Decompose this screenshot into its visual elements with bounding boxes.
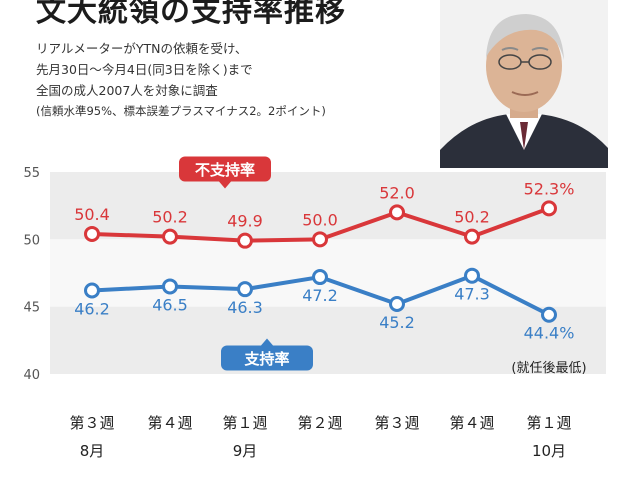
grid-band [50, 172, 606, 240]
approval-point [464, 267, 480, 284]
disapproval-point [464, 228, 480, 245]
x-tick-label: 第４週 [147, 414, 192, 432]
x-tick-label: 第２週 [297, 414, 342, 432]
disapproval-data-label: 49.9 [227, 212, 263, 231]
approval-data-label: 46.3 [227, 298, 263, 317]
x-tick-label: 第３週 [69, 414, 114, 432]
disapproval-legend-label: 不支持率 [195, 161, 255, 179]
approval-data-label: 46.2 [74, 300, 110, 319]
approval-point [312, 269, 328, 286]
approval-point [541, 306, 557, 323]
survey-notes: リアルメーターがYTNの依頼を受け、 先月30日～今月4日(同3日を除く)まで … [36, 38, 326, 122]
disapproval-data-label: 50.2 [454, 208, 490, 227]
disapproval-legend-tag [179, 156, 271, 182]
survey-note-3: 全国の成人2007人を対象に調査 [36, 83, 218, 98]
y-tick-label: 40 [23, 368, 40, 383]
disapproval-point [84, 225, 100, 242]
x-tick-label: 第１週 [222, 414, 267, 432]
chart-title: 文大統領の支持率推移 [36, 0, 346, 29]
disapproval-point [389, 204, 405, 221]
disapproval-data-label: 50.4 [74, 205, 110, 224]
survey-note-2: 先月30日～今月4日(同3日を除く)まで [36, 62, 253, 77]
month-label: 9月 [233, 442, 258, 460]
approval-legend-tag [221, 345, 313, 371]
approval-data-label: 46.5 [152, 295, 188, 314]
survey-note-4: (信頼水準95%、標本誤差プラスマイナス2。2ポイント) [36, 104, 326, 118]
record-low-annotation: (就任後最低) [511, 361, 586, 376]
approval-point [389, 295, 405, 312]
grid-band [50, 306, 606, 374]
approval-data-label: 44.4% [524, 324, 575, 343]
president-photo [440, 0, 608, 168]
x-tick-label: 第４週 [449, 414, 494, 432]
disapproval-data-label: 52.0 [379, 183, 415, 202]
disapproval-data-label: 50.0 [302, 210, 338, 229]
approval-point [84, 282, 100, 299]
x-tick-label: 第１週 [526, 414, 571, 432]
approval-point [237, 281, 253, 298]
approval-data-label: 47.3 [454, 285, 490, 304]
disapproval-data-label: 50.2 [152, 208, 188, 227]
y-tick-label: 45 [23, 301, 40, 316]
legend-pointer [219, 181, 231, 189]
disapproval-point [162, 228, 178, 245]
y-tick-label: 55 [23, 166, 40, 181]
month-label: 10月 [532, 442, 566, 460]
disapproval-point [237, 232, 253, 249]
approval-legend-label: 支持率 [243, 350, 289, 368]
x-tick-label: 第３週 [374, 414, 419, 432]
month-label: 8月 [80, 442, 105, 460]
approval-point [162, 278, 178, 295]
disapproval-point [541, 200, 557, 217]
disapproval-data-label: 52.3% [524, 179, 575, 198]
disapproval-point [312, 231, 328, 248]
approval-data-label: 45.2 [379, 313, 415, 332]
legend-pointer [261, 338, 273, 346]
y-tick-label: 50 [23, 233, 40, 248]
survey-note-1: リアルメーターがYTNの依頼を受け、 [36, 41, 248, 56]
approval-data-label: 47.2 [302, 286, 338, 305]
